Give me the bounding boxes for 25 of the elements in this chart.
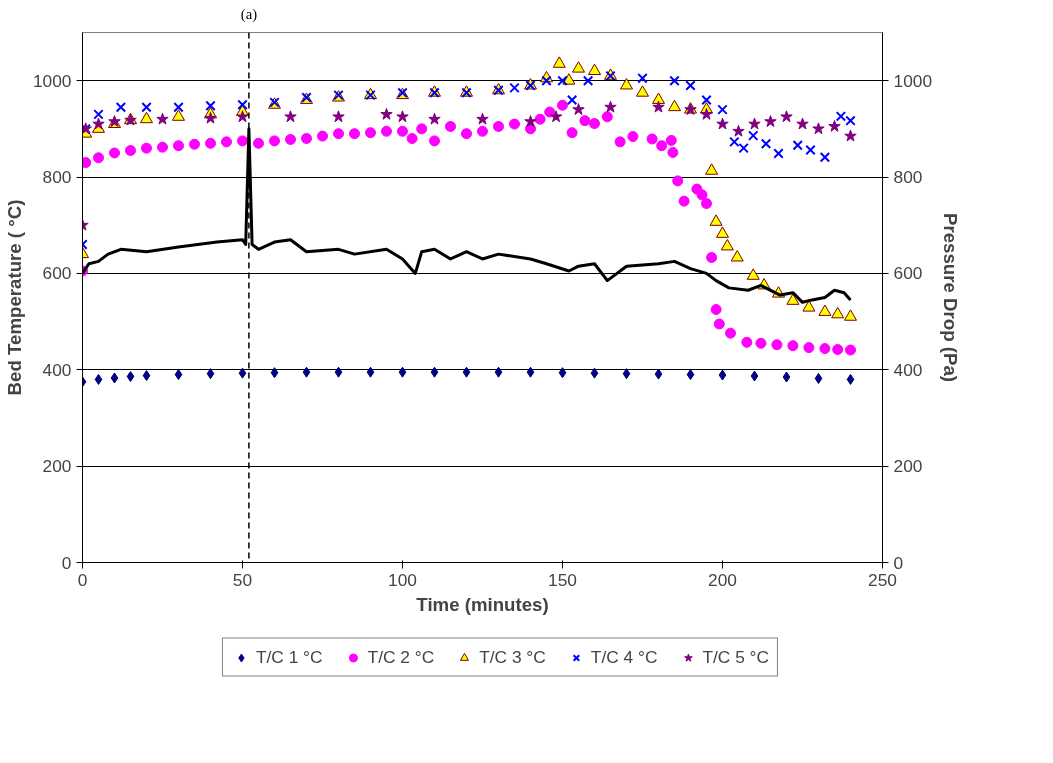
legend-label: T/C 2 °C [367,646,435,668]
y2-axis-title: Pressure Drop (Pa) [940,213,962,382]
legend-label: T/C 4 °C [590,646,658,668]
x-axis-title: Time (minutes) [416,593,549,615]
y-tick-label: 200 [42,456,72,477]
y2-tick-label: 200 [893,456,923,477]
y-tick-label: 400 [42,359,72,380]
y-tick-label: 1000 [32,70,72,91]
y2-tick-label: 600 [893,263,923,284]
legend-label: T/C 5 °C [702,646,770,668]
y2-tick-label: 800 [893,167,923,188]
y2-tick-label: 400 [893,359,923,380]
x-tick-label: 200 [708,569,737,590]
x-tick-label: 100 [388,569,417,590]
ref-line-label: (a) [240,5,258,23]
legend-label: T/C 3 °C [479,646,546,668]
y-tick-label: 0 [61,552,72,573]
y-tick-label: 800 [42,167,72,188]
y2-tick-label: 1000 [893,70,933,91]
legend-label: T/C 1 °C [255,646,323,668]
x-tick-label: 0 [77,569,88,590]
y-axis-title: Bed Temperature ( °C) [3,199,25,396]
x-tick-label: 150 [548,569,577,590]
x-tick-label: 50 [232,569,253,590]
y-tick-label: 600 [42,263,72,284]
